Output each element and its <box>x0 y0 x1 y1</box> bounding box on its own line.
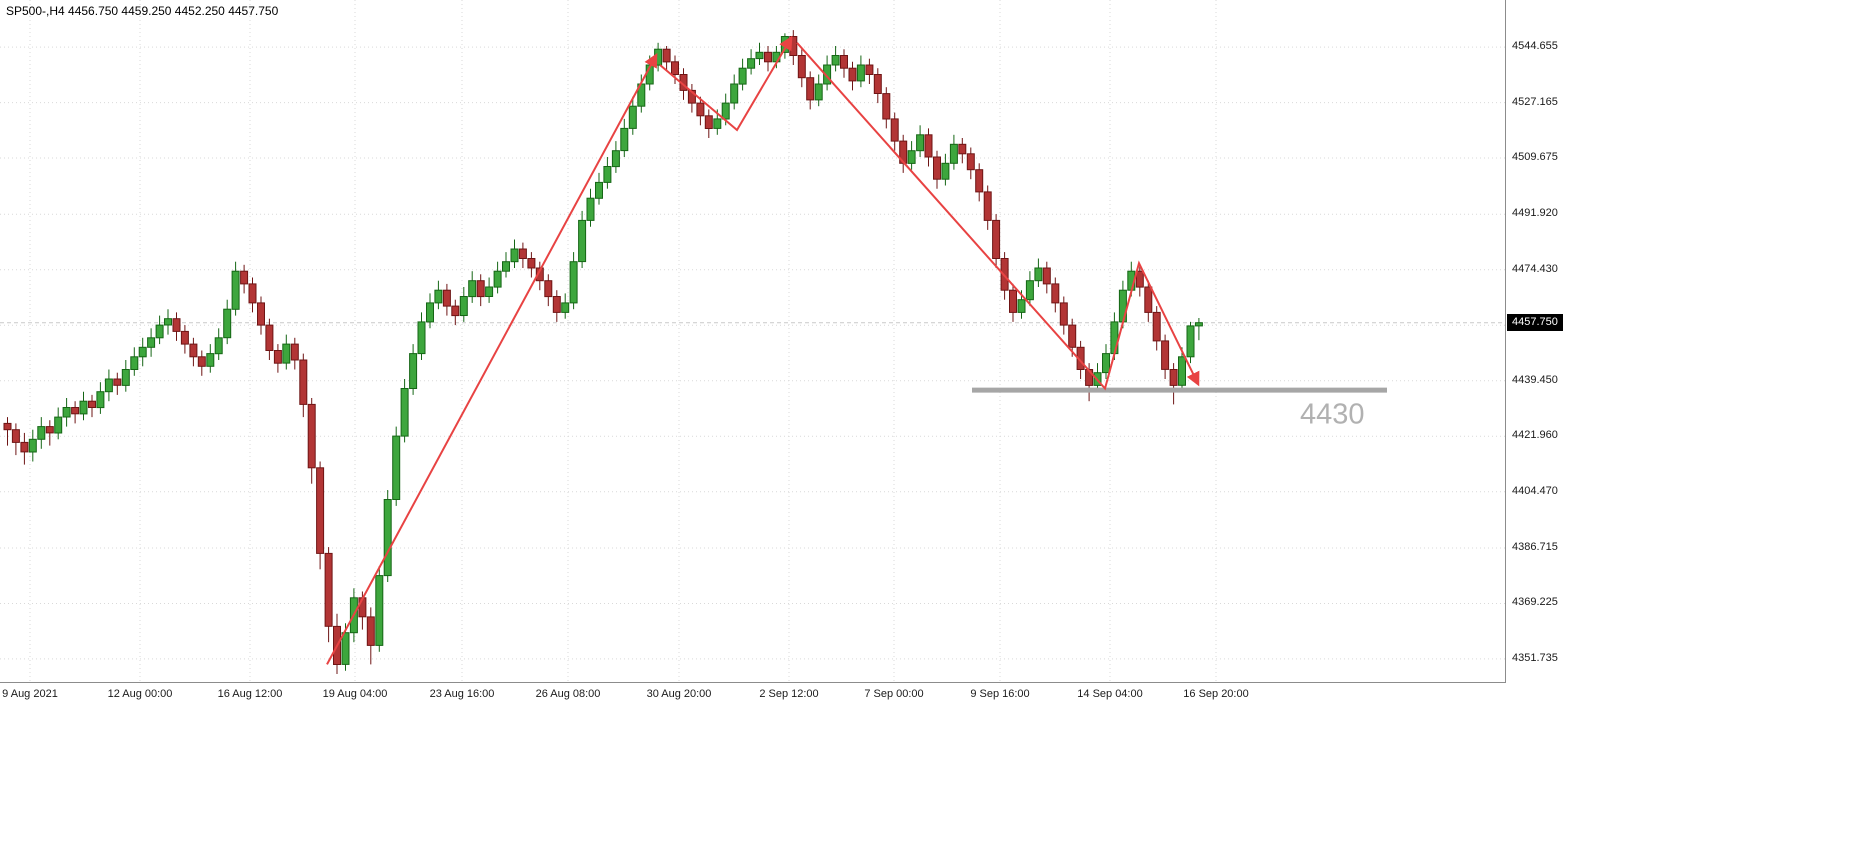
time-axis-label: 16 Sep 20:00 <box>1183 688 1249 700</box>
time-axis-label: 9 Sep 16:00 <box>970 688 1030 700</box>
price-axis-label: 4351.735 <box>1512 652 1558 664</box>
time-axis-label: 14 Sep 04:00 <box>1077 688 1143 700</box>
time-axis-label: 26 Aug 08:00 <box>535 688 601 700</box>
price-axis-label: 4474.430 <box>1512 263 1558 275</box>
price-axis-label: 4404.470 <box>1512 485 1558 497</box>
time-axis-label: 16 Aug 12:00 <box>217 688 283 700</box>
time-axis-label: 19 Aug 04:00 <box>322 688 388 700</box>
time-axis-label: 30 Aug 20:00 <box>646 688 712 700</box>
grid <box>0 0 1505 682</box>
support-level-label: 4430 <box>1300 398 1365 430</box>
price-axis-label: 4491.920 <box>1512 207 1558 219</box>
chart-window: SP500-,H4 4456.750 4459.250 4452.250 445… <box>0 0 1565 708</box>
price-axis-label: 4439.450 <box>1512 374 1558 386</box>
chart-title: SP500-,H4 4456.750 4459.250 4452.250 445… <box>6 4 279 18</box>
candles <box>3 30 1203 674</box>
time-axis-label: 9 Aug 2021 <box>2 688 58 700</box>
time-axis-label: 7 Sep 00:00 <box>864 688 924 700</box>
trend-arrow-1[interactable] <box>326 53 658 665</box>
price-axis-label: 4369.225 <box>1512 596 1558 608</box>
trend-arrow-3[interactable] <box>796 42 1200 391</box>
time-axis[interactable]: 9 Aug 2021 12 Aug 00:00 16 Aug 12:00 19 Aug… <box>0 683 1505 708</box>
chart-plot-area[interactable]: 4430 <box>0 0 1506 683</box>
price-axis-label: 4421.960 <box>1512 429 1558 441</box>
current-price-tag: 4457.750 <box>1507 314 1563 331</box>
price-axis-label: 4509.675 <box>1512 151 1558 163</box>
price-axis-label: 4527.165 <box>1512 96 1558 108</box>
time-axis-label: 23 Aug 16:00 <box>429 688 495 700</box>
trend-arrow-2[interactable] <box>659 35 793 132</box>
price-axis-label: 4386.715 <box>1512 541 1558 553</box>
price-axis-label: 4544.655 <box>1512 40 1558 52</box>
time-axis-label: 2 Sep 12:00 <box>759 688 819 700</box>
price-axis[interactable]: 4544.655 4527.165 4509.675 4491.920 4474.430… <box>1507 0 1565 682</box>
time-axis-label: 12 Aug 00:00 <box>107 688 173 700</box>
candlestick-chart[interactable]: 4430 <box>0 0 1505 682</box>
